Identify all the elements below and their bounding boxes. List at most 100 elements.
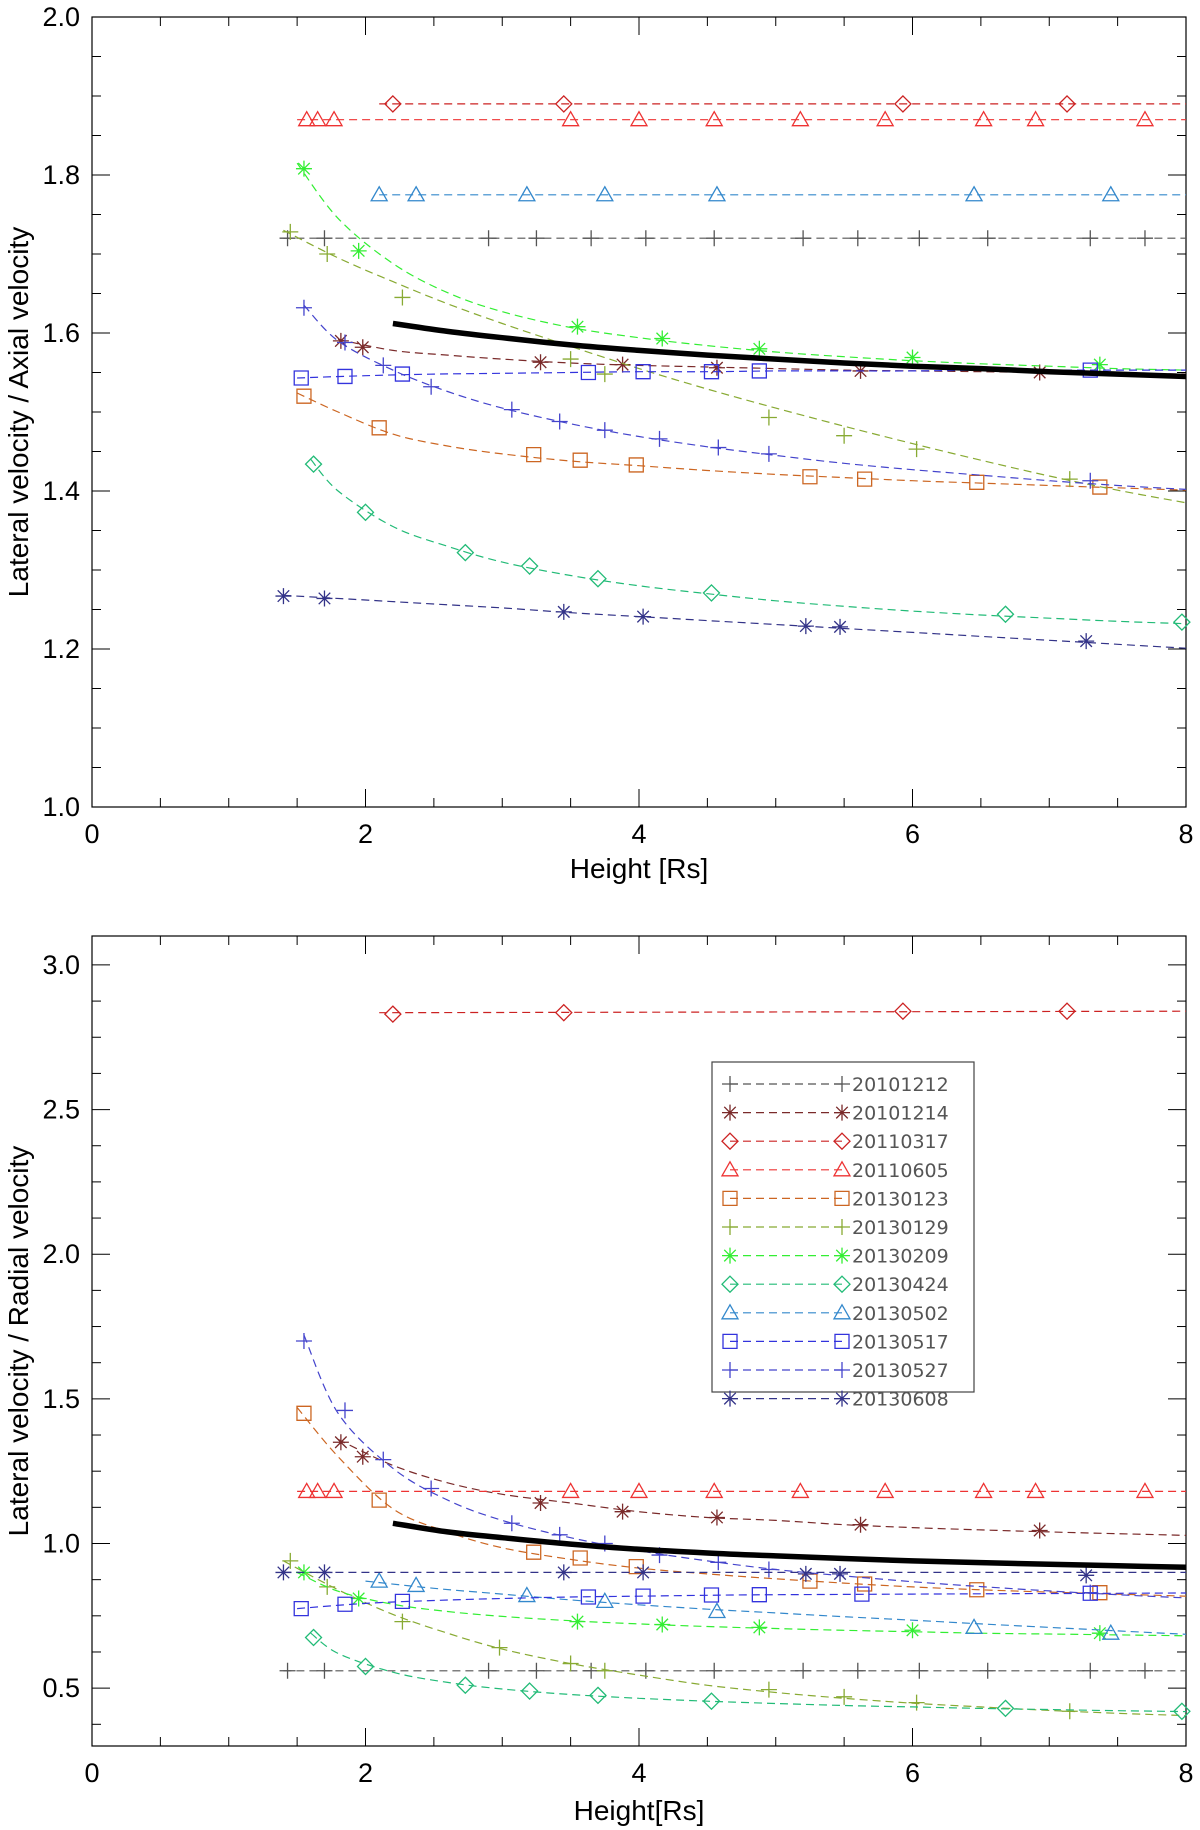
data-point-20110605 bbox=[629, 1482, 649, 1499]
x-tick-label: 6 bbox=[905, 819, 920, 849]
data-point-20130502 bbox=[370, 1571, 389, 1588]
data-point-20130527 bbox=[503, 401, 520, 418]
data-point-20130517 bbox=[703, 1587, 720, 1603]
y-tick-label: 1.0 bbox=[42, 792, 80, 822]
series-line-20130424 bbox=[310, 1632, 1187, 1713]
series-20130608 bbox=[275, 588, 1187, 650]
data-point-20130123 bbox=[371, 1492, 387, 1508]
data-point-20101212 bbox=[583, 230, 600, 247]
data-point-20110605 bbox=[974, 110, 993, 127]
data-point-20101214 bbox=[614, 1503, 631, 1520]
data-point-20130517 bbox=[293, 1600, 309, 1617]
data-point-20110605 bbox=[705, 110, 724, 127]
data-point-20130527 bbox=[423, 378, 440, 395]
data-point-20130517 bbox=[751, 363, 767, 379]
series-line-20130502 bbox=[365, 1580, 1187, 1635]
data-point-20110317 bbox=[894, 94, 912, 113]
data-point-20110605 bbox=[308, 110, 327, 127]
data-point-20110605 bbox=[791, 1482, 810, 1499]
data-point-20130517 bbox=[1082, 1585, 1098, 1601]
series-line-20101214 bbox=[337, 338, 1187, 375]
legend-marker-20130608 bbox=[722, 1390, 738, 1407]
data-point-20130527 bbox=[336, 334, 353, 351]
data-point-20110605 bbox=[308, 1482, 327, 1499]
legend-marker-20110317 bbox=[721, 1132, 739, 1151]
series-line-20101214 bbox=[337, 1438, 1187, 1536]
legend-label-20130608: 20130608 bbox=[852, 1389, 949, 1411]
x-tick-label: 4 bbox=[631, 819, 646, 849]
data-point-20101212 bbox=[795, 1662, 812, 1679]
data-point-20130129 bbox=[491, 1639, 508, 1656]
data-point-20101214 bbox=[354, 339, 371, 356]
data-point-20110605 bbox=[1026, 1482, 1045, 1499]
data-point-20130129 bbox=[836, 427, 853, 444]
data-point-20101212 bbox=[528, 230, 545, 247]
data-point-20130209 bbox=[569, 318, 586, 335]
y-tick-label: 3.0 bbox=[42, 950, 80, 980]
legend-marker-20130517 bbox=[834, 1333, 850, 1350]
data-point-20110605 bbox=[561, 1482, 580, 1499]
plot-frame bbox=[91, 935, 1187, 1747]
data-point-20130123 bbox=[969, 474, 985, 490]
legend-label-20130502: 20130502 bbox=[852, 1303, 949, 1325]
series-line-20130527 bbox=[303, 304, 1187, 490]
data-point-20110605 bbox=[705, 1482, 724, 1499]
data-point-20130123 bbox=[856, 1576, 873, 1592]
data-point-20130608 bbox=[797, 618, 814, 635]
data-point-20130527 bbox=[375, 357, 392, 374]
data-point-20130608 bbox=[1078, 633, 1095, 650]
data-point-20101214 bbox=[708, 1509, 725, 1526]
data-point-20130424 bbox=[304, 1628, 323, 1647]
data-point-20130209 bbox=[295, 160, 312, 177]
data-point-20130424 bbox=[996, 1699, 1015, 1718]
data-point-20101212 bbox=[528, 1662, 545, 1679]
legend-label-20130209: 20130209 bbox=[852, 1246, 949, 1268]
data-point-20110317 bbox=[554, 94, 573, 113]
y-tick-label: 1.6 bbox=[42, 318, 80, 348]
data-point-20110317 bbox=[383, 1005, 402, 1024]
data-point-20130129 bbox=[596, 366, 613, 383]
fit-curve bbox=[392, 1520, 1187, 1570]
series-20130527 bbox=[295, 299, 1187, 490]
data-point-20130527 bbox=[596, 422, 613, 439]
y-tick-label: 2.0 bbox=[42, 1239, 80, 1269]
y-tick-label: 1.8 bbox=[42, 160, 80, 190]
data-point-20130129 bbox=[760, 1681, 777, 1698]
legend-marker-20130517 bbox=[722, 1333, 738, 1350]
data-point-20130608 bbox=[316, 1564, 333, 1581]
data-point-20101212 bbox=[480, 1662, 497, 1679]
series-20101212 bbox=[279, 1662, 1186, 1679]
data-point-20130608 bbox=[635, 1564, 652, 1581]
data-point-20130129 bbox=[394, 1613, 411, 1630]
data-point-20130608 bbox=[275, 1564, 292, 1581]
data-point-20101212 bbox=[849, 230, 866, 247]
data-point-20101212 bbox=[637, 230, 654, 247]
series-line-20130527 bbox=[303, 1334, 1187, 1599]
data-point-20101214 bbox=[1031, 1522, 1048, 1539]
y-tick-label: 0.5 bbox=[42, 1673, 80, 1703]
series-20130608 bbox=[275, 1564, 1186, 1584]
fit-curve bbox=[392, 320, 1187, 380]
data-point-20130129 bbox=[1061, 1703, 1078, 1720]
data-point-20130129 bbox=[908, 1694, 925, 1711]
legend-label-20110605: 20110605 bbox=[852, 1160, 949, 1182]
legend-label-20101214: 20101214 bbox=[852, 1103, 949, 1125]
data-point-20130129 bbox=[282, 223, 299, 240]
data-point-20130424 bbox=[1172, 613, 1191, 632]
data-point-20101214 bbox=[532, 1495, 549, 1511]
data-point-20130608 bbox=[555, 1564, 572, 1581]
data-point-20130123 bbox=[572, 1550, 588, 1566]
legend-marker-20130129 bbox=[834, 1219, 850, 1235]
data-point-20130209 bbox=[654, 1616, 671, 1633]
data-point-20110605 bbox=[1135, 1482, 1155, 1499]
series-20130123 bbox=[296, 1405, 1187, 1601]
data-point-20130502 bbox=[406, 1576, 426, 1593]
data-point-20130424 bbox=[456, 543, 475, 562]
data-point-20130209 bbox=[1091, 356, 1108, 373]
data-point-20130502 bbox=[370, 185, 389, 202]
data-point-20101212 bbox=[911, 1662, 928, 1679]
data-point-20130129 bbox=[1061, 471, 1078, 488]
data-point-20101214 bbox=[354, 1448, 371, 1465]
data-point-20130129 bbox=[596, 1662, 613, 1679]
